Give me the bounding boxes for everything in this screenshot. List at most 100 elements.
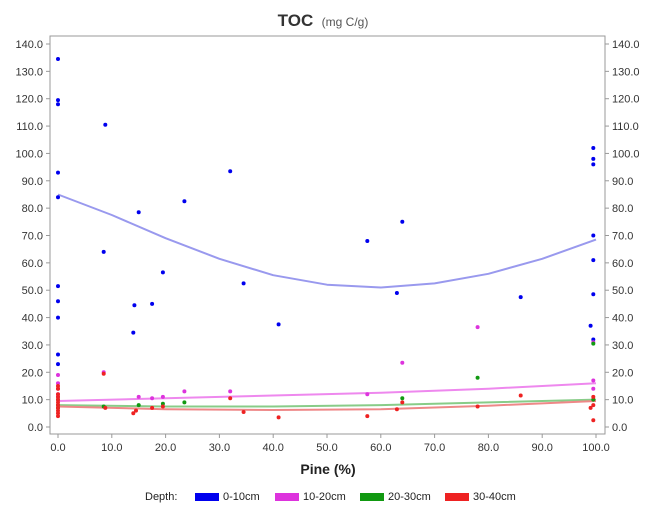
y-tick-label-right: 0.0 xyxy=(612,422,627,434)
legend-label-30-40cm: 30-40cm xyxy=(473,491,516,503)
point-30-40cm xyxy=(591,394,596,399)
point-0-10cm xyxy=(228,169,233,174)
point-0-10cm xyxy=(241,281,246,286)
point-30-40cm xyxy=(150,405,155,410)
point-10-20cm xyxy=(400,360,405,365)
point-10-20cm xyxy=(160,394,165,399)
point-10-20cm xyxy=(475,325,480,330)
y-tick-label-right: 50.0 xyxy=(612,285,633,297)
legend-swatch-10-20cm xyxy=(275,493,299,501)
point-0-10cm xyxy=(591,292,596,297)
point-20-30cm xyxy=(160,401,165,406)
legend-swatch-20-30cm xyxy=(360,493,384,501)
trend-line-10-20cm xyxy=(57,382,597,402)
point-30-40cm xyxy=(475,404,480,409)
y-tick-label-left: 80.0 xyxy=(22,203,43,215)
point-30-40cm xyxy=(134,408,138,413)
x-tick-label: 80.0 xyxy=(478,442,499,454)
x-tick-label: 70.0 xyxy=(424,442,445,454)
y-tick-label-right: 100.0 xyxy=(612,148,640,160)
point-30-40cm xyxy=(56,411,60,416)
point-30-40cm xyxy=(131,411,136,416)
point-0-10cm xyxy=(56,284,60,289)
y-tick-label-right: 20.0 xyxy=(612,367,633,379)
point-30-40cm xyxy=(400,400,405,405)
point-0-10cm xyxy=(400,219,405,224)
point-20-30cm xyxy=(475,375,480,380)
y-tick-label-left: 110.0 xyxy=(16,121,43,133)
legend-swatch-0-10cm xyxy=(195,493,219,501)
point-10-20cm xyxy=(182,389,187,394)
point-0-10cm xyxy=(150,301,155,306)
x-tick-label: 60.0 xyxy=(370,442,391,454)
data-points xyxy=(56,57,596,423)
x-tick-label: 100.0 xyxy=(582,442,610,454)
point-0-10cm xyxy=(56,102,60,107)
x-tick-label: 0.0 xyxy=(50,442,65,454)
y-tick-label-left: 60.0 xyxy=(22,258,43,270)
point-0-10cm xyxy=(56,170,60,175)
point-0-10cm xyxy=(103,122,108,127)
point-0-10cm xyxy=(132,303,137,308)
y-tick-label-left: 120.0 xyxy=(15,94,43,106)
point-10-20cm xyxy=(56,381,60,386)
y-tick-label-left: 0.0 xyxy=(28,422,43,434)
point-0-10cm xyxy=(56,315,60,320)
y-tick-label-right: 60.0 xyxy=(612,258,633,270)
y-tick-label-right: 70.0 xyxy=(612,231,633,243)
trend-line-30-40cm xyxy=(57,400,597,411)
legend-title: Depth: xyxy=(145,491,177,503)
point-20-30cm xyxy=(591,341,596,346)
x-tick-label: 20.0 xyxy=(155,442,176,454)
point-30-40cm xyxy=(241,410,246,414)
x-tick-label: 40.0 xyxy=(262,442,283,454)
point-0-10cm xyxy=(56,362,60,367)
point-30-40cm xyxy=(365,414,370,419)
chart-title-main: TOC xyxy=(278,11,314,30)
y-tick-label-left: 90.0 xyxy=(22,176,43,188)
point-0-10cm xyxy=(365,239,370,243)
x-axis-label: Pine (%) xyxy=(300,461,355,477)
y-tick-label-right: 140.0 xyxy=(612,39,640,51)
trend-line-20-30cm xyxy=(57,398,597,408)
legend: Depth: 0-10cm 10-20cm 20-30cm 30-40cm xyxy=(145,491,516,503)
legend-label-10-20cm: 10-20cm xyxy=(303,491,346,503)
point-0-10cm xyxy=(591,162,596,167)
point-10-20cm xyxy=(136,394,141,399)
point-0-10cm xyxy=(131,330,136,335)
point-30-40cm xyxy=(56,397,60,402)
point-0-10cm xyxy=(591,258,596,263)
point-0-10cm xyxy=(394,291,399,295)
x-tick-label: 90.0 xyxy=(531,442,552,454)
x-tick-label: 10.0 xyxy=(101,442,122,454)
x-tick-label: 50.0 xyxy=(316,442,337,454)
point-20-30cm xyxy=(136,403,141,408)
point-30-40cm xyxy=(56,386,60,391)
y-tick-label-right: 120.0 xyxy=(612,94,640,106)
point-0-10cm xyxy=(101,249,106,254)
point-30-40cm xyxy=(394,407,399,412)
point-0-10cm xyxy=(56,352,60,357)
legend-label-0-10cm: 0-10cm xyxy=(223,491,260,503)
point-30-40cm xyxy=(518,393,523,398)
point-0-10cm xyxy=(182,199,187,204)
point-0-10cm xyxy=(591,156,596,161)
y-tick-label-right: 110.0 xyxy=(612,121,639,133)
y-tick-label-left: 40.0 xyxy=(22,313,43,325)
trend-line-0-10cm xyxy=(57,193,597,289)
point-0-10cm xyxy=(588,323,593,328)
point-20-30cm xyxy=(182,400,187,405)
legend-swatch-30-40cm xyxy=(445,493,469,501)
y-axis-right: 0.0 10.0 20.0 30.0 40.0 50.0 60.0 70.0 80.0 90.0 1… xyxy=(605,39,640,434)
point-30-40cm xyxy=(276,415,281,420)
point-30-40cm xyxy=(103,405,108,410)
x-tick-label: 30.0 xyxy=(209,442,230,454)
y-tick-label-right: 80.0 xyxy=(612,203,633,215)
point-0-10cm xyxy=(591,146,596,150)
point-0-10cm xyxy=(160,270,165,275)
point-10-20cm xyxy=(150,396,155,401)
y-tick-label-left: 130.0 xyxy=(15,66,43,78)
trend-lines xyxy=(57,193,597,411)
point-0-10cm xyxy=(591,233,596,238)
